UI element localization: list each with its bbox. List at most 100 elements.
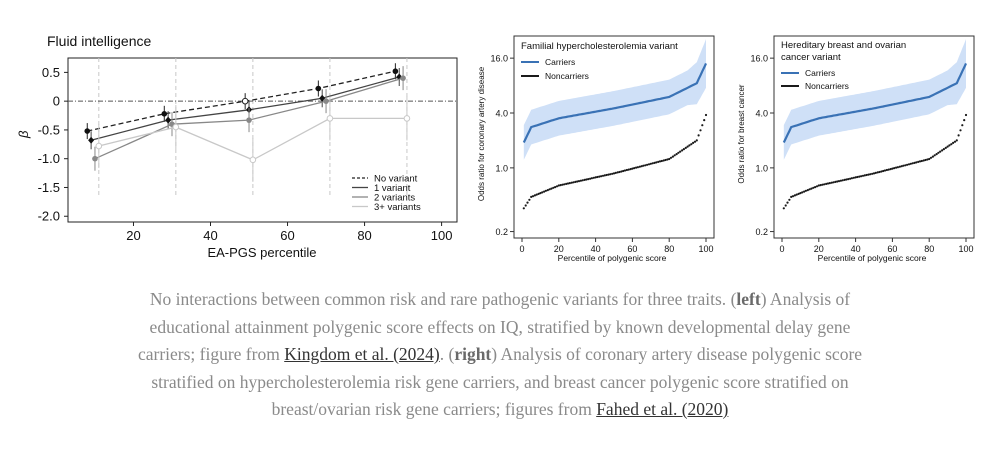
right-noncarriers-point-94 [953, 140, 957, 143]
right-noncarriers-point-5 [790, 195, 793, 198]
right-noncarriers-point-85 [937, 151, 940, 154]
mid-noncarriers-point-96 [697, 134, 700, 137]
right-plot-area: 0 20 40 60 80 100 16.0 4.0 1.0 0.2 [750, 35, 975, 254]
kingdom-link[interactable]: Kingdom et al. (2024) [284, 344, 440, 364]
caption-right-bold: right [454, 344, 492, 364]
mid-noncarriers-point-36 [587, 178, 590, 181]
right-noncarriers-point-48 [869, 173, 872, 176]
right-noncarriers-point-2 [784, 204, 787, 207]
right-noncarriers-point-84 [935, 153, 938, 156]
caption-left-text: ) Analysis of educational attainment pol… [137, 289, 851, 364]
left-chart-title: Fluid intelligence [47, 33, 151, 49]
mid-noncarriers-point-72 [653, 161, 656, 164]
right-noncarriers-point-62 [895, 166, 898, 169]
breast-cancer-chart: 0 20 40 60 80 100 16.0 4.0 1.0 0.2 Hereditary bre… [737, 35, 975, 263]
right-noncarriers-point-1 [782, 207, 785, 210]
right-noncarriers-point-14 [806, 189, 809, 192]
mid-legend-carriers: Carriers [545, 57, 575, 67]
left-legend-label-1: 1 variant [374, 183, 411, 194]
mid-noncarriers-point-27 [570, 181, 573, 184]
right-noncarriers-point-66 [902, 164, 905, 167]
right-noncarriers-point-90 [946, 145, 949, 148]
right-noncarriers-point-78 [924, 158, 927, 162]
right-noncarriers-point-15 [808, 188, 811, 191]
mid-noncarriers-point-47 [607, 173, 610, 176]
right-noncarriers-point-74 [917, 160, 920, 163]
right-noncarriers-point-47 [867, 173, 870, 176]
right-chart-ylabel: Odds ratio for breast cancer [737, 84, 746, 183]
left-series-2-point-0 [92, 155, 98, 162]
right-noncarriers-point-67 [904, 164, 907, 167]
mid-noncarriers-point-2 [524, 204, 527, 207]
right-noncarriers-point-71 [911, 162, 914, 165]
mid-legend-noncarriers: Noncarriers [545, 71, 589, 81]
mid-noncarriers-point-38 [590, 177, 594, 180]
mid-noncarriers-point-30 [576, 180, 579, 183]
right-noncarriers-point-36 [847, 178, 850, 181]
mid-noncarriers-point-6 [531, 195, 535, 198]
right-noncarriers-point-64 [898, 165, 901, 168]
right-noncarriers-point-50 [872, 172, 876, 175]
mid-noncarriers-point-90 [686, 145, 689, 148]
right-noncarriers-point-6 [791, 195, 795, 198]
right-chart-title-line1: Hereditary breast and ovarian [781, 40, 906, 51]
mid-noncarriers-point-10 [539, 192, 542, 195]
mid-noncarriers-point-48 [609, 173, 612, 176]
mid-noncarriers-point-84 [675, 153, 678, 156]
mid-noncarriers-point-37 [589, 177, 592, 180]
mid-noncarriers-point-23 [563, 183, 566, 186]
right-noncarriers-point-18 [814, 186, 817, 189]
right-noncarriers-point-46 [865, 173, 868, 177]
right-legend-carriers: Carriers [805, 68, 835, 78]
mid-ytick-label-3: 0.2 [495, 227, 508, 237]
right-noncarriers-point-70 [909, 162, 912, 165]
right-noncarriers-point-13 [804, 189, 808, 192]
right-noncarriers-point-56 [883, 169, 887, 172]
mid-noncarriers-point-78 [664, 158, 667, 162]
mid-noncarriers-point-19 [555, 185, 559, 188]
caption-left-open: ( [730, 289, 737, 309]
fahed-link[interactable]: Fahed et al. (2020) [596, 399, 729, 419]
right-noncarriers-point-33 [841, 179, 844, 182]
mid-noncarriers-point-99 [703, 119, 706, 122]
mid-noncarriers-point-60 [631, 167, 634, 170]
right-noncarriers-point-91 [948, 144, 951, 147]
left-ytick-label-1: 0 [53, 94, 60, 109]
left-xtick-label-2: 60 [280, 228, 294, 243]
mid-noncarriers-point-70 [649, 162, 652, 165]
mid-noncarriers-point-100 [704, 113, 708, 117]
right-noncarriers-point-25 [826, 182, 830, 185]
mid-noncarriers-point-5 [530, 195, 533, 198]
mid-noncarriers-point-40 [594, 176, 597, 179]
left-ytick-label-0: 0.5 [42, 65, 60, 80]
right-noncarriers-point-31 [837, 180, 841, 183]
right-noncarriers-point-93 [952, 141, 955, 144]
mid-noncarriers-point-29 [574, 180, 577, 183]
left-ytick-label-4: -1.5 [38, 180, 60, 195]
right-xtick-label-4: 80 [924, 244, 934, 254]
left-xtick-label-4: 100 [431, 228, 453, 243]
right-noncarriers-point-39 [852, 176, 855, 179]
mid-chart-xlabel: Percentile of polygenic score [558, 253, 667, 263]
mid-noncarriers-point-54 [620, 170, 623, 173]
mid-noncarriers-point-24 [565, 182, 568, 185]
mid-noncarriers-point-3 [526, 201, 529, 204]
mid-xtick-label-2: 40 [591, 244, 601, 254]
fluid-intelligence-chart: Fluid intelligence β EA-PGS percentile 2… [16, 33, 458, 260]
right-noncarriers-point-60 [891, 167, 894, 170]
caption-right-close: ) [491, 344, 498, 364]
right-chart-title-line2: cancer variant [781, 52, 841, 63]
right-xtick-label-3: 60 [887, 244, 897, 254]
coronary-artery-chart: 0 20 40 60 80 100 16.0 4.0 1.0 0.2 Familial hyper… [477, 35, 715, 263]
right-noncarriers-point-58 [887, 168, 890, 171]
mid-noncarriers-point-25 [566, 182, 570, 185]
mid-noncarriers-point-33 [581, 179, 584, 182]
left-series-0-point-0 [84, 128, 91, 134]
left-ytick-label-2: -0.5 [38, 122, 60, 137]
mid-noncarriers-point-80 [668, 157, 671, 161]
mid-xtick-label-4: 80 [664, 244, 674, 254]
mid-carriers-line [522, 62, 708, 143]
mid-noncarriers-point-46 [605, 173, 608, 177]
right-noncarriers-point-9 [797, 192, 800, 195]
right-xtick-label-1: 20 [814, 244, 824, 254]
